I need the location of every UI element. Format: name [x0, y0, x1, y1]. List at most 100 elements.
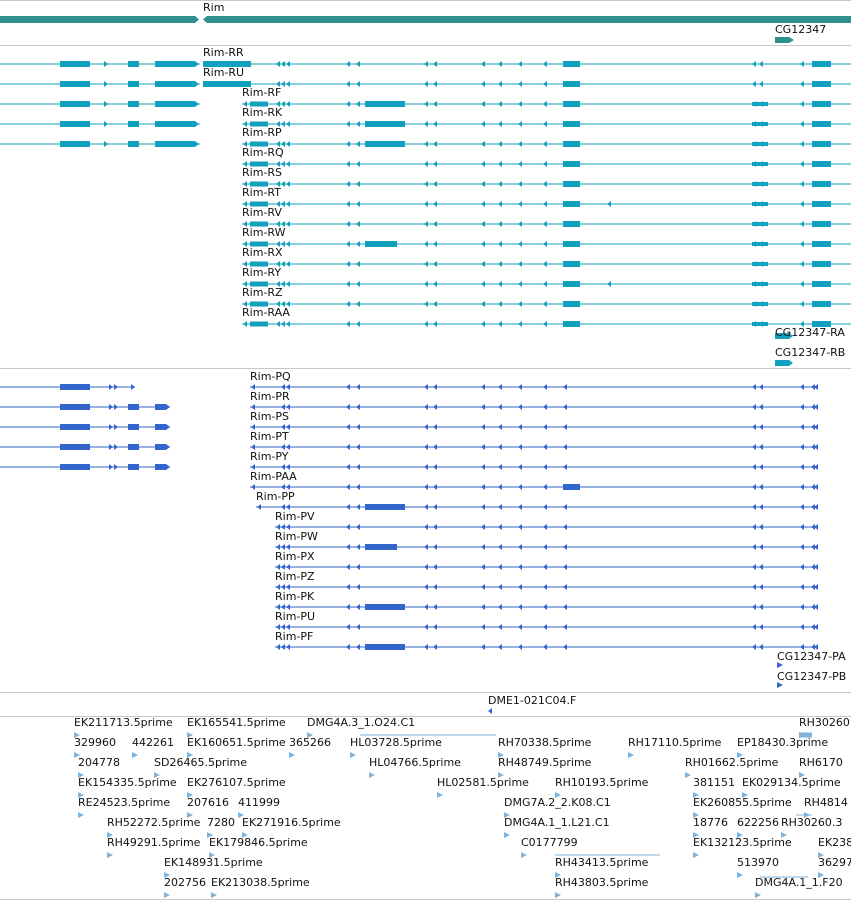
est-label[interactable]: 365266 [289, 736, 331, 749]
est-label[interactable]: RH43803.5prime [555, 876, 649, 889]
est-label[interactable]: 411999 [238, 796, 280, 809]
gene-rim-left-part[interactable] [0, 16, 199, 23]
est-label[interactable]: DMG7A.2_2.K08.C1 [504, 796, 611, 809]
gene-rim-right-part[interactable] [203, 16, 851, 23]
transcript-label[interactable]: Rim-PU [275, 610, 316, 623]
strand-arrow [481, 141, 485, 147]
gene-cg12347-bar[interactable] [775, 37, 794, 43]
est-label[interactable]: 329960 [74, 736, 116, 749]
est-label[interactable]: EK276107.5prime [187, 776, 286, 789]
transcript-label[interactable]: Rim-RW [242, 226, 286, 239]
est-label[interactable]: 622256 [737, 816, 779, 829]
est-label[interactable]: RH6170 [799, 756, 843, 769]
est-label[interactable]: RH70338.5prime [498, 736, 592, 749]
strand-arrow [243, 301, 247, 307]
transcript-label[interactable]: CG12347-RA [775, 326, 845, 339]
est-label[interactable]: 204778 [78, 756, 120, 769]
est-label[interactable]: 202756 [164, 876, 206, 889]
est-label[interactable]: 513970 [737, 856, 779, 869]
est-label[interactable]: EP18430.3prime [737, 736, 829, 749]
transcript-label[interactable]: Rim-PV [275, 510, 315, 523]
est-label[interactable]: EK132123.5prime [693, 836, 792, 849]
est-label[interactable]: HL04766.5prime [369, 756, 461, 769]
exon-block [250, 261, 268, 267]
probe-label[interactable]: DME1-021C04.F [488, 694, 577, 707]
est-marker [350, 752, 356, 758]
est-label[interactable]: RH49291.5prime [107, 836, 201, 849]
est-label[interactable]: SD26465.5prime [154, 756, 247, 769]
strand-arrow [424, 221, 428, 227]
est-label[interactable]: EK160651.5prime [187, 736, 286, 749]
transcript-label[interactable]: Rim-RY [242, 266, 282, 279]
transcript-label[interactable]: Rim-PX [275, 550, 315, 563]
est-label[interactable]: EK029134.5prime [742, 776, 841, 789]
transcript-label[interactable]: Rim-PAA [250, 470, 297, 483]
transcript-label[interactable]: Rim-RK [242, 106, 283, 119]
est-label[interactable]: EK148931.5prime [164, 856, 263, 869]
est-label[interactable]: DMG4A.1_1.F20 [755, 876, 843, 889]
transcript-label[interactable]: Rim-RX [242, 246, 283, 259]
est-label[interactable]: EK211713.5prime [74, 716, 173, 729]
transcript-label[interactable]: Rim-PY [250, 450, 289, 463]
est-label[interactable]: RH30260 [799, 716, 850, 729]
transcript-label[interactable]: CG12347-PB [777, 670, 847, 683]
strand-arrow [281, 121, 285, 127]
exon-block [752, 142, 768, 146]
est-label[interactable]: 18776 [693, 816, 728, 829]
transcript-label[interactable]: Rim-RV [242, 206, 282, 219]
est-label[interactable]: RH43413.5prime [555, 856, 649, 869]
exon-block [752, 222, 768, 226]
est-label[interactable]: RH30260.3 [781, 816, 843, 829]
transcript-label[interactable]: Rim-PZ [275, 570, 315, 583]
transcript-label[interactable]: Rim-RT [242, 186, 281, 199]
transcript-label[interactable]: Rim-PP [256, 490, 295, 503]
est-label[interactable]: DMG4A.1_1.L21.C1 [504, 816, 610, 829]
est-label[interactable]: HL03728.5prime [350, 736, 442, 749]
transcript-label[interactable]: Rim-RAA [242, 306, 290, 319]
transcript-label[interactable]: Rim-PK [275, 590, 315, 603]
transcript-label[interactable]: Rim-RR [203, 46, 244, 59]
est-label[interactable]: EK260855.5prime [693, 796, 792, 809]
strand-arrow [356, 624, 360, 630]
transcript-label[interactable]: CG12347-PA [777, 650, 846, 663]
est-label[interactable]: RH4814 [804, 796, 848, 809]
strand-arrow [433, 101, 437, 107]
est-label[interactable]: EK213038.5prime [211, 876, 310, 889]
est-label[interactable]: RH10193.5prime [555, 776, 649, 789]
est-label[interactable]: RH48749.5prime [498, 756, 592, 769]
transcript-label[interactable]: CG12347-RB [775, 346, 846, 359]
transcript-label[interactable]: Rim-PR [250, 390, 290, 403]
transcript-label[interactable]: Rim-RP [242, 126, 282, 139]
est-label[interactable]: 381151 [693, 776, 735, 789]
est-label[interactable]: RH17110.5prime [628, 736, 722, 749]
est-label[interactable]: RE24523.5prime [78, 796, 171, 809]
strand-arrow [759, 624, 763, 630]
transcript-label[interactable]: Rim-PQ [250, 370, 291, 383]
est-label[interactable]: RH01662.5prime [685, 756, 779, 769]
est-label[interactable]: EK271916.5prime [242, 816, 341, 829]
transcript-label[interactable]: Rim-PT [250, 430, 289, 443]
est-label[interactable]: 207616 [187, 796, 229, 809]
transcript-label[interactable]: Rim-RQ [242, 146, 284, 159]
exon-block [752, 282, 768, 286]
est-label[interactable]: C0177799 [521, 836, 578, 849]
est-label[interactable]: RH52272.5prime [107, 816, 201, 829]
est-label[interactable]: 442261 [132, 736, 174, 749]
est-label[interactable]: 36297 [818, 856, 851, 869]
est-label[interactable]: HL02581.5prime [437, 776, 529, 789]
transcript-label[interactable]: Rim-RU [203, 66, 245, 79]
est-label[interactable]: 7280 [207, 816, 235, 829]
transcript-label[interactable]: Rim-RZ [242, 286, 283, 299]
transcript-label[interactable]: Rim-RS [242, 166, 283, 179]
est-label[interactable]: EK154335.5prime [78, 776, 177, 789]
transcript-label[interactable]: Rim-RF [242, 86, 282, 99]
transcript-label[interactable]: Rim-PW [275, 530, 318, 543]
est-label[interactable]: EK179846.5prime [209, 836, 308, 849]
est-label[interactable]: EK238 [818, 836, 851, 849]
strand-arrow [481, 604, 485, 610]
transcript-label[interactable]: Rim-PF [275, 630, 314, 643]
est-label[interactable]: DMG4A.3_1.O24.C1 [307, 716, 416, 729]
probe-marker[interactable] [488, 708, 492, 714]
est-label[interactable]: EK165541.5prime [187, 716, 286, 729]
transcript-label[interactable]: Rim-PS [250, 410, 289, 423]
